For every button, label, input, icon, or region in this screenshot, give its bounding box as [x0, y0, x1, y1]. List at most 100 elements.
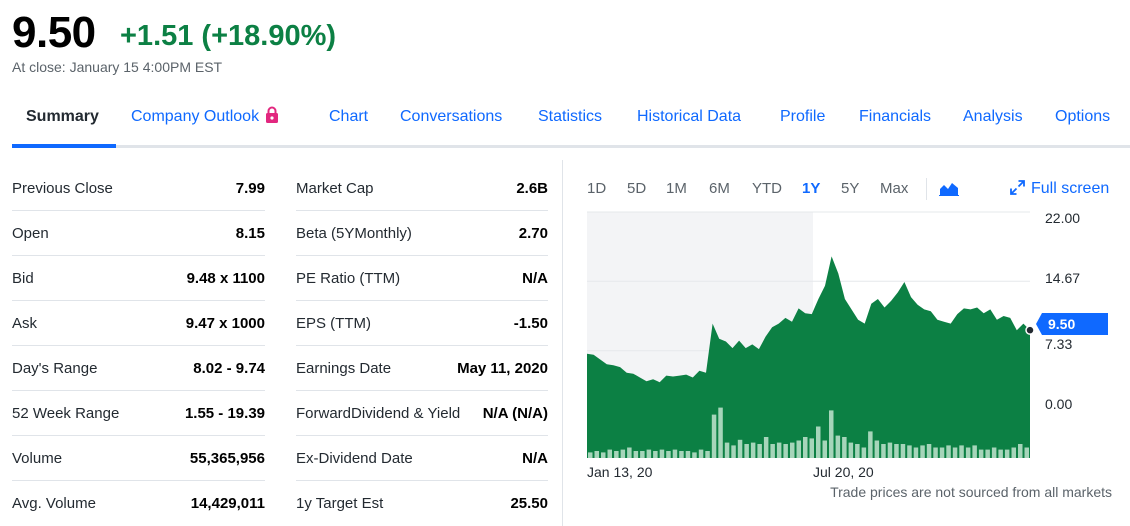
volume-bar — [601, 452, 606, 458]
table-row: Bid 9.48 x 1100 — [12, 256, 265, 301]
y-tick-label: 22.00 — [1045, 210, 1081, 226]
stat-label: Volume — [12, 449, 63, 467]
tab-company-outlook-label: Company Outlook — [131, 108, 260, 125]
volume-bar — [666, 451, 671, 458]
stat-value: 2.70 — [518, 224, 548, 242]
volume-bar — [594, 451, 599, 458]
table-row: Open 8.15 — [12, 211, 265, 256]
volume-bar — [868, 431, 873, 458]
range-max[interactable]: Max — [880, 180, 909, 197]
price-change: +1.51 (+18.90%) — [120, 20, 337, 52]
table-row: Beta (5Y Monthly) 2.70 — [296, 211, 548, 256]
volume-bar — [750, 442, 756, 458]
volume-bar — [607, 449, 612, 458]
volume-bar — [724, 442, 730, 458]
range-1d[interactable]: 1D — [587, 180, 607, 197]
tab-statistics[interactable]: Statistics — [538, 108, 603, 125]
volume-bar — [679, 451, 684, 458]
table-row: EPS (TTM) -1.50 — [296, 301, 548, 346]
stat-label: Market Cap — [296, 179, 374, 197]
stat-label: Previous Close — [12, 179, 113, 197]
stat-value: 8.02 - 9.74 — [193, 359, 265, 377]
stat-label: Bid — [12, 269, 34, 287]
stat-value: 25.50 — [510, 494, 548, 512]
volume-bar — [588, 452, 593, 458]
stat-label: 52 Week Range — [12, 404, 120, 422]
volume-bar — [829, 410, 834, 458]
stat-value: -1.50 — [513, 314, 548, 332]
tab-options[interactable]: Options — [1055, 108, 1111, 125]
volume-bar — [822, 440, 827, 458]
volume-bar — [763, 437, 769, 458]
stat-value: N/A — [522, 449, 548, 467]
volume-bar — [633, 451, 639, 458]
volume-bar — [816, 426, 821, 458]
volume-bar — [946, 445, 951, 458]
table-row: Forward Dividend & Yield N/A (N/A) — [296, 391, 548, 436]
table-row: Previous Close 7.99 — [12, 166, 265, 211]
tab-summary[interactable]: Summary — [26, 108, 99, 125]
volume-bar — [796, 440, 801, 458]
volume-bar — [1011, 447, 1016, 458]
volume-bar — [900, 444, 906, 458]
volume-bar — [887, 442, 893, 458]
stat-value: 14,429,011 — [190, 494, 265, 512]
volume-bar — [731, 445, 736, 458]
volume-bar — [692, 452, 697, 458]
volume-bar — [711, 414, 717, 458]
range-1y[interactable]: 1Y — [802, 180, 821, 197]
stat-value: 2.6B — [516, 179, 548, 197]
stat-value: May 11, 2020 — [457, 359, 548, 377]
tab-chart[interactable]: Chart — [329, 108, 369, 125]
stat-label: Ex-Dividend Date — [296, 449, 413, 467]
range-6m[interactable]: 6M — [709, 180, 730, 197]
range-1m[interactable]: 1M — [666, 180, 687, 197]
stat-value: 9.48 x 1100 — [186, 269, 265, 287]
volume-bar — [874, 440, 880, 458]
volume-bar — [790, 442, 795, 458]
volume-bar — [1018, 444, 1023, 458]
volume-bar — [907, 445, 912, 458]
volume-bar — [1024, 447, 1029, 458]
volume-bar — [776, 442, 782, 458]
stat-value: 8.15 — [235, 224, 265, 242]
stat-label: Day's Range — [12, 359, 98, 377]
volume-bar — [926, 444, 932, 458]
volume-bar — [920, 445, 925, 458]
volume-bar — [913, 447, 919, 458]
tab-historical-data[interactable]: Historical Data — [637, 108, 742, 125]
volume-bar — [998, 449, 1003, 458]
volume-bar — [835, 435, 841, 458]
volume-bar — [627, 447, 632, 458]
tab-financials[interactable]: Financials — [859, 108, 932, 125]
range-5y[interactable]: 5Y — [841, 180, 860, 197]
range-5d[interactable]: 5D — [627, 180, 647, 197]
tab-company-outlook[interactable]: Company Outlook — [131, 106, 279, 129]
table-row: Ex-Dividend Date N/A — [296, 436, 548, 481]
fullscreen-button[interactable]: Full screen — [1010, 180, 1109, 198]
range-ytd[interactable]: YTD — [752, 180, 782, 197]
fullscreen-label: Full screen — [1031, 180, 1110, 197]
stat-label-line: Beta (5Y — [296, 224, 355, 242]
table-row: 52 Week Range 1.55 - 19.39 — [12, 391, 265, 436]
volume-bar — [620, 449, 626, 458]
close-time: At close: January 15 4:00PM EST — [12, 59, 223, 75]
stat-label: PE Ratio (TTM) — [296, 269, 401, 287]
area-chart-icon[interactable] — [939, 180, 959, 201]
volume-bar — [965, 447, 971, 458]
table-row: Volume 55,365,956 — [12, 436, 265, 481]
tab-analysis[interactable]: Analysis — [963, 108, 1023, 125]
volume-bar — [1004, 449, 1010, 458]
tab-profile[interactable]: Profile — [780, 108, 826, 125]
expand-icon — [1010, 180, 1025, 195]
stat-label-line: Forward — [296, 404, 352, 422]
volume-bar — [894, 444, 899, 458]
stat-value: 55,365,956 — [189, 449, 265, 467]
table-row: Avg. Volume 14,429,011 — [12, 481, 265, 526]
volume-bar — [783, 444, 788, 458]
tab-conversations[interactable]: Conversations — [400, 108, 503, 125]
stat-label: Open — [12, 224, 49, 242]
quote-nav-tabs: Summary Company Outlook Chart Conversati… — [12, 100, 1130, 148]
volume-bar — [848, 442, 854, 458]
